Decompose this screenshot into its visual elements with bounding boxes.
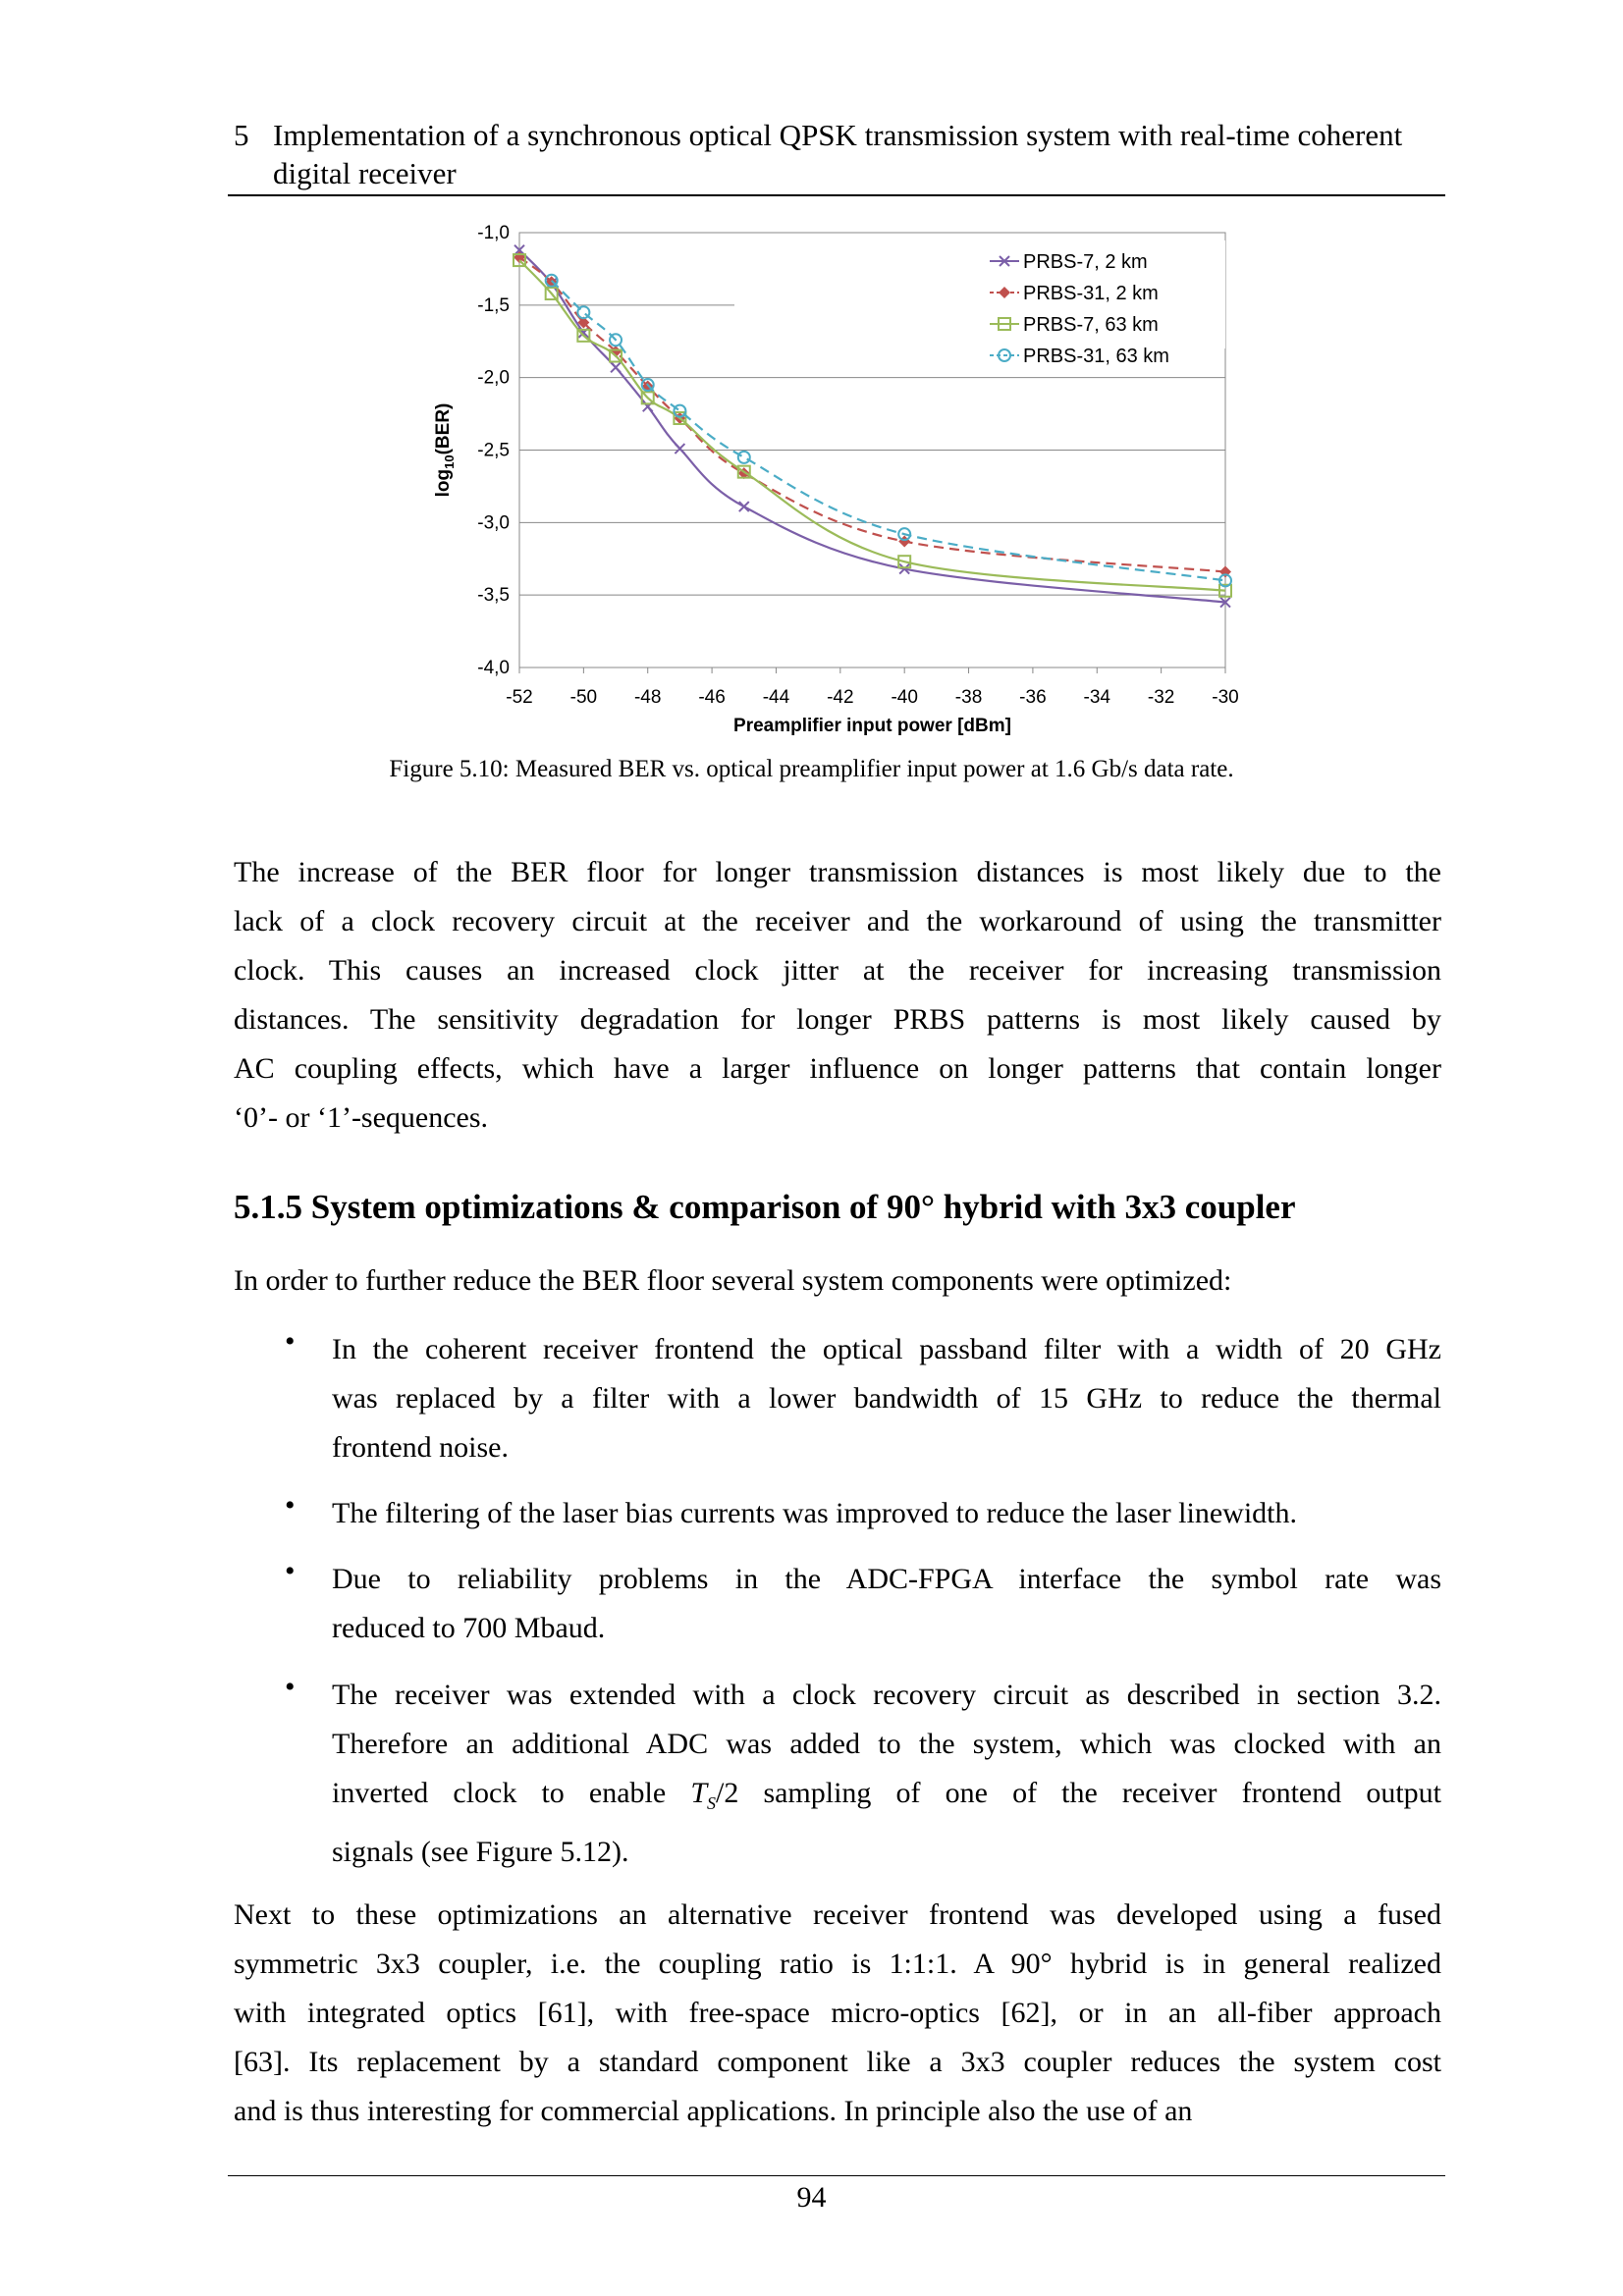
text-line: inverted clock to enable TS/2 sampling o… (332, 1777, 1442, 1813)
circle-marker (897, 527, 912, 542)
footer-rule (228, 2175, 1445, 2176)
text-line: symmetric 3x3 coupler, i.e. the coupling… (234, 1948, 1441, 1980)
page-number: 94 (796, 2181, 827, 2214)
text-line: The receiver was extended with a clock r… (332, 1679, 1441, 1711)
legend-box (734, 240, 1225, 348)
text-line: lack of a clock recovery circuit at the … (234, 905, 1441, 937)
diamond-marker (1219, 565, 1231, 578)
text-line: AC coupling effects, which have a larger… (234, 1052, 1441, 1085)
header-rule (228, 194, 1445, 196)
circle-marker (544, 273, 559, 288)
text-line: reduced to 700 Mbaud. (332, 1612, 606, 1644)
y-tick-label: -2,5 (477, 441, 510, 461)
diamond-marker (737, 467, 750, 480)
text-line: The filtering of the laser bias currents… (332, 1497, 1297, 1529)
square-marker (544, 287, 559, 301)
circle-marker (673, 403, 687, 418)
text-line: Due to reliability problems in the ADC-F… (332, 1563, 1441, 1595)
x-marker (514, 244, 525, 256)
text-line: and is thus interesting for commercial a… (234, 2095, 1193, 2127)
square-marker (736, 464, 751, 479)
bullet-item: Due to reliability problems in the ADC-F… (332, 1555, 1441, 1653)
square-marker (998, 317, 1011, 331)
x-marker (738, 501, 750, 512)
text-line: Therefore an additional ADC was added to… (332, 1728, 1441, 1760)
x-marker (898, 562, 910, 575)
x-tick-label: -36 (1019, 687, 1046, 708)
circle-marker (576, 305, 591, 320)
bullet-item: The receiver was extended with a clock r… (332, 1671, 1441, 1877)
bullet-icon: • (285, 1555, 296, 1587)
x-marker (1219, 596, 1231, 609)
y-tick-label: -1,5 (477, 295, 510, 316)
x-axis-label: Preamplifier input power [dBm] (733, 716, 1011, 736)
x-tick-label: -30 (1212, 687, 1238, 708)
text-line: The increase of the BER floor for longer… (234, 856, 1441, 888)
bullet-icon: • (285, 1489, 296, 1522)
text-line: with integrated optics [61], with free-s… (234, 1997, 1441, 2029)
legend-label: PRBS-7, 2 km (1023, 251, 1148, 273)
legend-label: PRBS-31, 2 km (1023, 283, 1159, 304)
legend-label: PRBS-31, 63 km (1023, 346, 1169, 367)
x-tick-label: -34 (1084, 687, 1111, 708)
text-line: Next to these optimizations an alternati… (234, 1898, 1441, 1931)
circle-marker (609, 333, 623, 347)
intro-paragraph: In order to further reduce the BER floor… (234, 1264, 1232, 1297)
square-marker (576, 328, 591, 343)
bullet-item: The filtering of the laser bias currents… (332, 1489, 1441, 1538)
x-marker (674, 443, 686, 454)
y-tick-label: -3,0 (477, 512, 510, 533)
text-line: In the coherent receiver frontend the op… (332, 1333, 1441, 1365)
x-tick-label: -52 (506, 687, 532, 708)
y-tick-label: -1,0 (477, 223, 510, 243)
bullet-item: In the coherent receiver frontend the op… (332, 1325, 1441, 1472)
circle-marker (1218, 573, 1232, 588)
x-tick-label: -32 (1148, 687, 1174, 708)
square-marker (609, 348, 623, 363)
diamond-marker (999, 287, 1010, 298)
bullet-icon: • (285, 1325, 296, 1358)
x-tick-label: -42 (827, 687, 853, 708)
text-line: frontend noise. (332, 1431, 509, 1464)
x-marker (610, 361, 622, 374)
x-tick-label: -38 (955, 687, 982, 708)
y-axis-label: log10(BER) (433, 403, 457, 498)
text-line: signals (see Figure 5.12). (332, 1836, 629, 1868)
square-marker (1218, 583, 1232, 598)
text-line: was replaced by a filter with a lower ba… (332, 1382, 1441, 1415)
x-tick-label: -48 (634, 687, 661, 708)
section-heading: 5.1.5 System optimizations & comparison … (234, 1188, 1296, 1226)
x-marker (999, 255, 1010, 267)
circle-marker (736, 450, 751, 464)
square-marker (897, 555, 912, 569)
series-line (550, 279, 1226, 582)
x-tick-label: -50 (570, 687, 597, 708)
square-marker (513, 253, 526, 268)
y-tick-label: -3,5 (477, 585, 510, 606)
paragraph-1: The increase of the BER floor for longer… (234, 848, 1441, 1143)
chapter-title: Implementation of a synchronous optical … (273, 118, 1403, 190)
ber-chart: -1,0 -1,5 -2,0 -2,5 -3,0 -3,5 -4,0 -52 -50 -48 -46… (433, 223, 1239, 736)
text-line: distances. The sensitivity degradation f… (234, 1003, 1441, 1036)
square-marker (640, 391, 655, 405)
text-line: [63]. Its replacement by a standard comp… (234, 2046, 1441, 2078)
paragraph-2: Next to these optimizations an alternati… (234, 1891, 1441, 2136)
square-marker (673, 411, 687, 426)
diamond-marker (577, 316, 590, 329)
text-line: ‘0’- or ‘1’-sequences. (234, 1101, 489, 1134)
circle-marker (640, 378, 655, 393)
circle-marker (998, 348, 1011, 362)
x-tick-label: -46 (698, 687, 725, 708)
y-tick-label: -4,0 (477, 658, 510, 678)
series-line (518, 259, 1226, 592)
x-tick-label: -40 (891, 687, 917, 708)
legend-label: PRBS-7, 63 km (1023, 314, 1159, 336)
text-line: clock. This causes an increased clock ji… (234, 954, 1441, 987)
chapter-number: 5 (234, 118, 249, 152)
bullet-icon: • (285, 1671, 296, 1703)
x-tick-label: -44 (763, 687, 790, 708)
figure-caption: Figure 5.10: Measured BER vs. optical pr… (389, 756, 1234, 782)
y-tick-label: -2,0 (477, 368, 510, 389)
